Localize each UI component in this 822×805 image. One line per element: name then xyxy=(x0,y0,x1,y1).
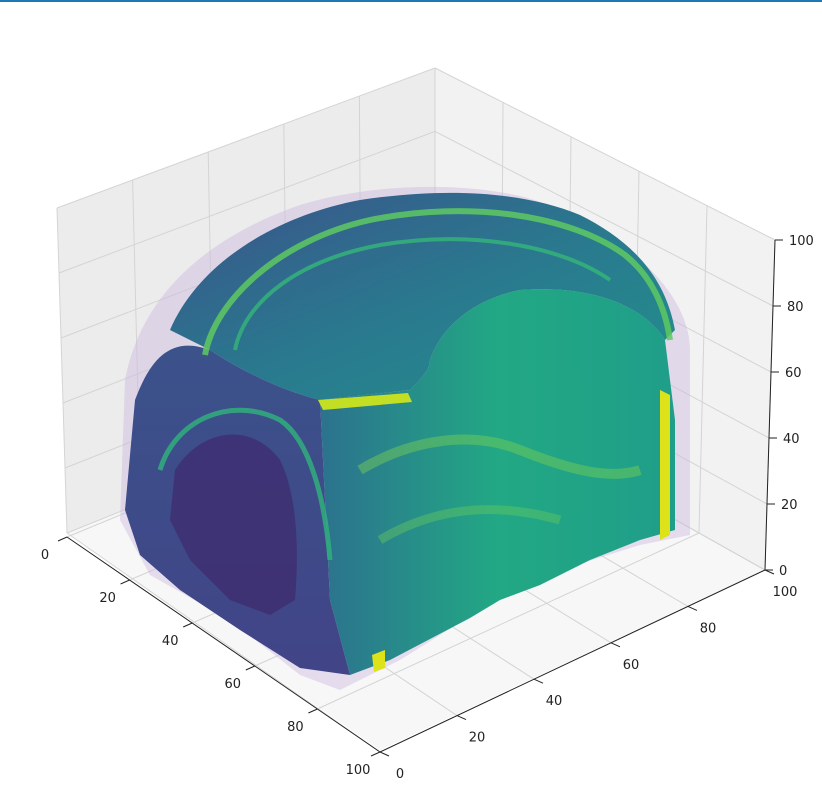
y-tick-mark xyxy=(687,605,698,611)
y-tick-label-60: 60 xyxy=(623,658,640,673)
x-tick-mark xyxy=(370,751,381,757)
x-tick-mark xyxy=(120,579,130,585)
z-tick-label-20: 20 xyxy=(781,498,798,513)
top-accent-bar xyxy=(0,0,822,2)
x-tick-label-60: 60 xyxy=(225,677,242,692)
y-tick-label-80: 80 xyxy=(700,621,717,636)
voxel-volume xyxy=(120,186,690,690)
grid-line-wall-z xyxy=(56,67,436,209)
x-tick-label-40: 40 xyxy=(162,634,179,649)
x-tick-mark xyxy=(182,622,193,628)
voxel-yellow-edge-right xyxy=(660,390,670,540)
grid-line-wall-x xyxy=(56,207,68,534)
grid-line-wall-z xyxy=(434,130,774,307)
axis-ticks: 0 20 40 60 80 100 0 20 40 60 80 100 0 20 40 60 80 100 xyxy=(41,234,814,782)
y-tick-mark xyxy=(764,569,775,575)
x-tick-mark xyxy=(308,708,318,714)
y-tick-label-40: 40 xyxy=(546,694,563,709)
z-tick-label-60: 60 xyxy=(785,366,802,381)
y-tick-label-20: 20 xyxy=(469,731,486,746)
voxel-face-cavity xyxy=(170,434,297,615)
grid-line-floor-x xyxy=(317,532,700,710)
voxel-inner-rim xyxy=(233,237,612,351)
y-tick-mark xyxy=(610,642,621,648)
x-tick-label-100: 100 xyxy=(346,763,371,778)
voxel-sagittal-face xyxy=(320,289,675,675)
z-tick-label-40: 40 xyxy=(783,432,800,447)
y-tick-label-100: 100 xyxy=(773,585,798,600)
x-axis-line xyxy=(66,536,381,753)
x-tick-mark xyxy=(245,665,256,671)
y-axis-line xyxy=(379,569,766,753)
voxel-front-rim xyxy=(157,407,333,561)
x-tick-mark xyxy=(57,536,68,542)
x-tick-label-0: 0 xyxy=(41,548,49,563)
voxel-yellow-edge-diag xyxy=(318,393,412,410)
y-tick-mark xyxy=(533,678,544,684)
x-tick-label-20: 20 xyxy=(99,591,116,606)
grid-line-wall-y xyxy=(698,205,708,534)
z-tick-label-100: 100 xyxy=(789,234,814,249)
y-tick-mark xyxy=(456,715,467,721)
z-tick-label-80: 80 xyxy=(787,300,804,315)
y-tick-label-0: 0 xyxy=(396,767,404,782)
axes xyxy=(66,239,776,753)
voxel-cortex-highlight-2 xyxy=(377,505,562,544)
z-tick-label-0: 0 xyxy=(779,564,787,579)
y-tick-mark xyxy=(379,751,390,757)
voxel-skull-rim xyxy=(202,208,673,356)
x-tick-label-80: 80 xyxy=(287,720,304,735)
grid-line-wall-z xyxy=(58,130,436,274)
z-axis-line xyxy=(764,239,776,571)
voxel-cortex-highlight xyxy=(357,434,642,479)
grid-line-floor-y xyxy=(66,532,381,753)
voxel-yellow-edge-bottom xyxy=(372,650,385,672)
grid-line-wall-z xyxy=(434,67,776,241)
